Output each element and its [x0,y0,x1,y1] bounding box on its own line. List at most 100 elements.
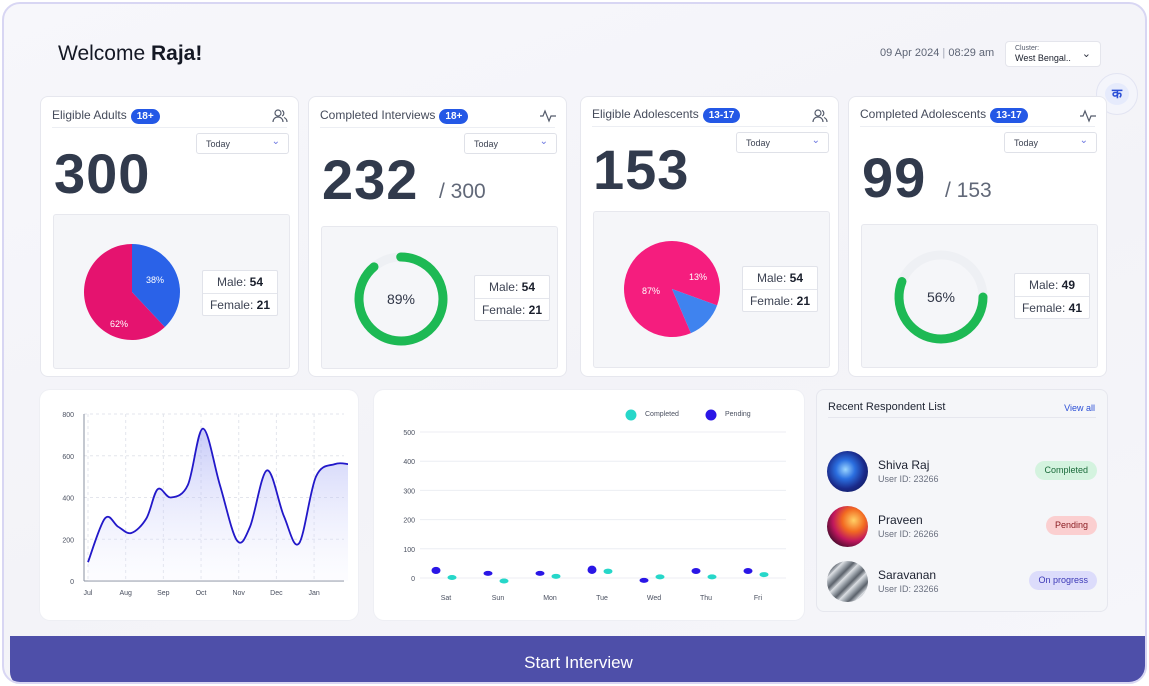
respondent-id: User ID: 26266 [878,529,939,539]
date-time: 09 Apr 2024 | 08:29 am [880,47,995,59]
donut-progress [354,252,448,346]
language-toggle-button[interactable]: क [1096,73,1138,115]
metric-value: 99 [862,146,927,209]
pie-label: 13% [689,272,707,282]
legend-swatch [705,409,717,421]
x-tick-label: Oct [196,590,207,597]
x-tick-label: Sun [492,595,505,602]
period-filter-dropdown[interactable]: Today ⌄ [196,133,289,154]
bar [587,565,597,574]
legend-label: Pending [725,411,751,418]
trend-chart-card: 0 200 400 600 800 Jul Aug Sep Oct Nov Dec Jan [40,390,358,620]
age-badge: 13-17 [990,108,1028,123]
male-label: Male: [216,275,247,289]
respondent-name: Saravanan [878,568,937,582]
bar [639,577,649,583]
x-tick-label: Aug [119,590,132,597]
view-all-link[interactable]: View all [1064,403,1095,413]
male-label: Male: [488,280,519,294]
card-title: Completed Interviews 18+ [320,108,469,124]
avatar [827,506,868,547]
pie-slice [84,244,165,340]
male-label: Male: [1028,278,1059,292]
gender-stats: Male: 54 Female: 21 [202,270,278,316]
recent-respondent-list: Recent Respondent List View all Shiva Ra… [816,389,1108,612]
age-badge: 13-17 [702,108,741,123]
status-badge: Pending [1045,516,1097,535]
bar [447,574,457,580]
list-item[interactable]: Praveen User ID: 26266 Pending [827,506,1097,548]
bar [691,567,701,574]
divider [52,127,287,128]
y-tick-label: 600 [62,454,74,461]
pie-label: 62% [110,319,128,329]
pie-slice [672,289,718,334]
bar-chart: 0 100 200 300 400 500 Sat Sun Mon Tue Wed Thu Fri Com… [403,409,786,602]
bar [535,570,545,576]
series-line [87,427,349,563]
x-tick-label: Wed [647,595,661,602]
activity-icon [540,109,556,123]
current-time: 08:29 am [948,47,995,59]
list-item[interactable]: Saravanan User ID: 23266 On progress [827,561,1097,603]
x-tick-label: Tue [596,595,608,602]
x-tick-label: Dec [270,590,283,597]
cluster-select[interactable]: Cluster: West Bengal.. ⌄ [1005,41,1101,67]
users-icon [812,109,828,123]
divider [320,127,555,128]
y-tick-label: 200 [62,537,74,544]
female-label: Female: [481,303,526,317]
x-tick-label: Fri [754,595,763,602]
donut-percent: 89% [387,291,415,307]
x-tick-label: Sep [157,590,170,597]
cluster-value: West Bengal.. [1015,53,1071,63]
list-title: Recent Respondent List [828,401,946,413]
gender-stats: Male: 54 Female: 21 [474,275,550,321]
card-completed-interviews: Completed Interviews 18+ Today ⌄ 232 / 300… [308,96,567,377]
y-tick-label: 500 [403,430,415,437]
donut-progress [894,277,988,344]
period-filter-dropdown[interactable]: Today ⌄ [1004,132,1097,153]
y-tick-label: 300 [403,488,415,495]
legend-swatch [625,409,637,421]
gender-stats: Male: 49 Female: 41 [1014,273,1090,319]
cluster-label: Cluster: [1015,45,1040,52]
avatar [827,451,868,492]
pie-label: 38% [146,275,164,285]
male-label: Male: [756,271,787,285]
female-label: Female: [209,298,254,312]
respondent-name: Praveen [878,513,923,527]
welcome-heading: Welcome Raja! [58,42,203,65]
y-tick-label: 0 [411,576,415,583]
x-tick-label: Jul [84,590,93,597]
pie-label: 87% [642,286,660,296]
period-filter-dropdown[interactable]: Today ⌄ [736,132,829,153]
donut-percent: 56% [927,289,955,305]
card-eligible-adolescents: Eligible Adolescents 13-17 Today ⌄ 153 87%… [580,96,839,377]
donut-chart: 89% [354,252,448,346]
pie-chart: 62% 38% [84,244,181,340]
x-tick-label: Sat [441,595,452,602]
pie-chart: 87% 13% [624,241,720,337]
age-badge: 18+ [130,109,160,124]
area-chart: 0 200 400 600 800 Jul Aug Sep Oct Nov Dec Jan [62,412,349,597]
card-completed-adolescents: Completed Adolescents 13-17 Today ⌄ 99 / 1… [848,96,1107,377]
female-label: Female: [1021,301,1066,315]
x-tick-label: Mon [543,595,557,602]
metric-value: 232 [322,148,419,211]
y-tick-label: 0 [70,579,74,586]
female-value: 21 [256,298,271,312]
chart-panel: 87% 13% Male: 54 Female: 21 [593,211,830,368]
activity-icon [1080,109,1096,123]
y-tick-label: 200 [403,518,415,525]
respondent-id: User ID: 23266 [878,474,939,484]
users-icon [272,109,288,123]
x-tick-label: Jan [308,590,319,597]
start-interview-button[interactable]: Start Interview [10,636,1145,682]
gender-stats: Male: 54 Female: 21 [742,266,818,312]
period-filter-dropdown[interactable]: Today ⌄ [464,133,557,154]
male-value: 54 [521,280,536,294]
list-item[interactable]: Shiva Raj User ID: 23266 Completed [827,451,1097,493]
legend-label: Completed [645,411,679,418]
